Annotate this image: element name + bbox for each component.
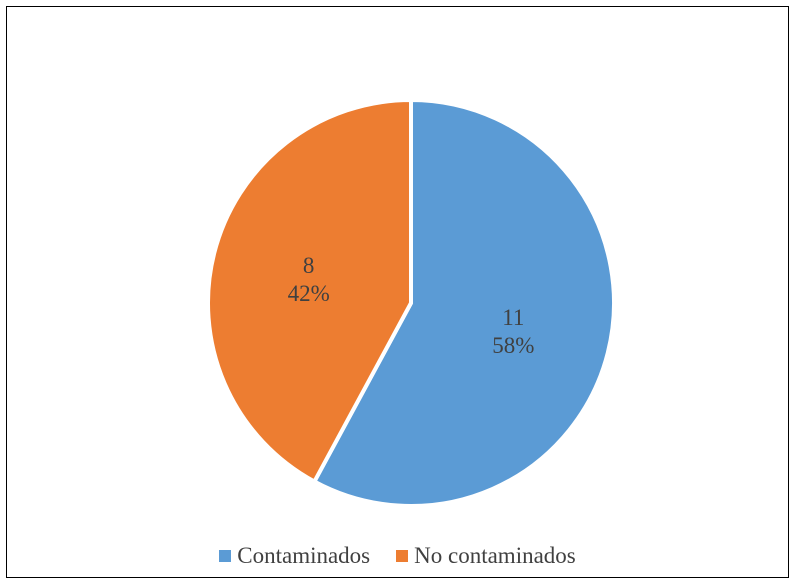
chart-frame: 11 58% 8 42% Contaminados No contaminados xyxy=(6,6,789,578)
legend: Contaminados No contaminados xyxy=(7,543,788,569)
data-label-percent-no-contaminados: 42% xyxy=(288,281,330,306)
pie-data-labels: 11 58% 8 42% xyxy=(288,253,535,358)
pie-slices xyxy=(206,98,616,508)
data-label-value-contaminados: 11 xyxy=(502,305,524,330)
legend-item-no-contaminados: No contaminados xyxy=(396,543,576,569)
pie-slice-contaminados xyxy=(312,98,616,508)
data-label-value-no-contaminados: 8 xyxy=(303,253,315,278)
legend-swatch-contaminados xyxy=(219,550,232,562)
legend-swatch-no-contaminados xyxy=(396,550,409,562)
legend-item-contaminados: Contaminados xyxy=(219,543,370,569)
pie-chart: 11 58% 8 42% xyxy=(206,98,616,508)
pie-slice-no-contaminados xyxy=(206,98,413,484)
legend-label-contaminados: Contaminados xyxy=(237,543,371,568)
data-label-percent-contaminados: 58% xyxy=(492,333,534,358)
legend-label-no-contaminados: No contaminados xyxy=(414,543,576,568)
